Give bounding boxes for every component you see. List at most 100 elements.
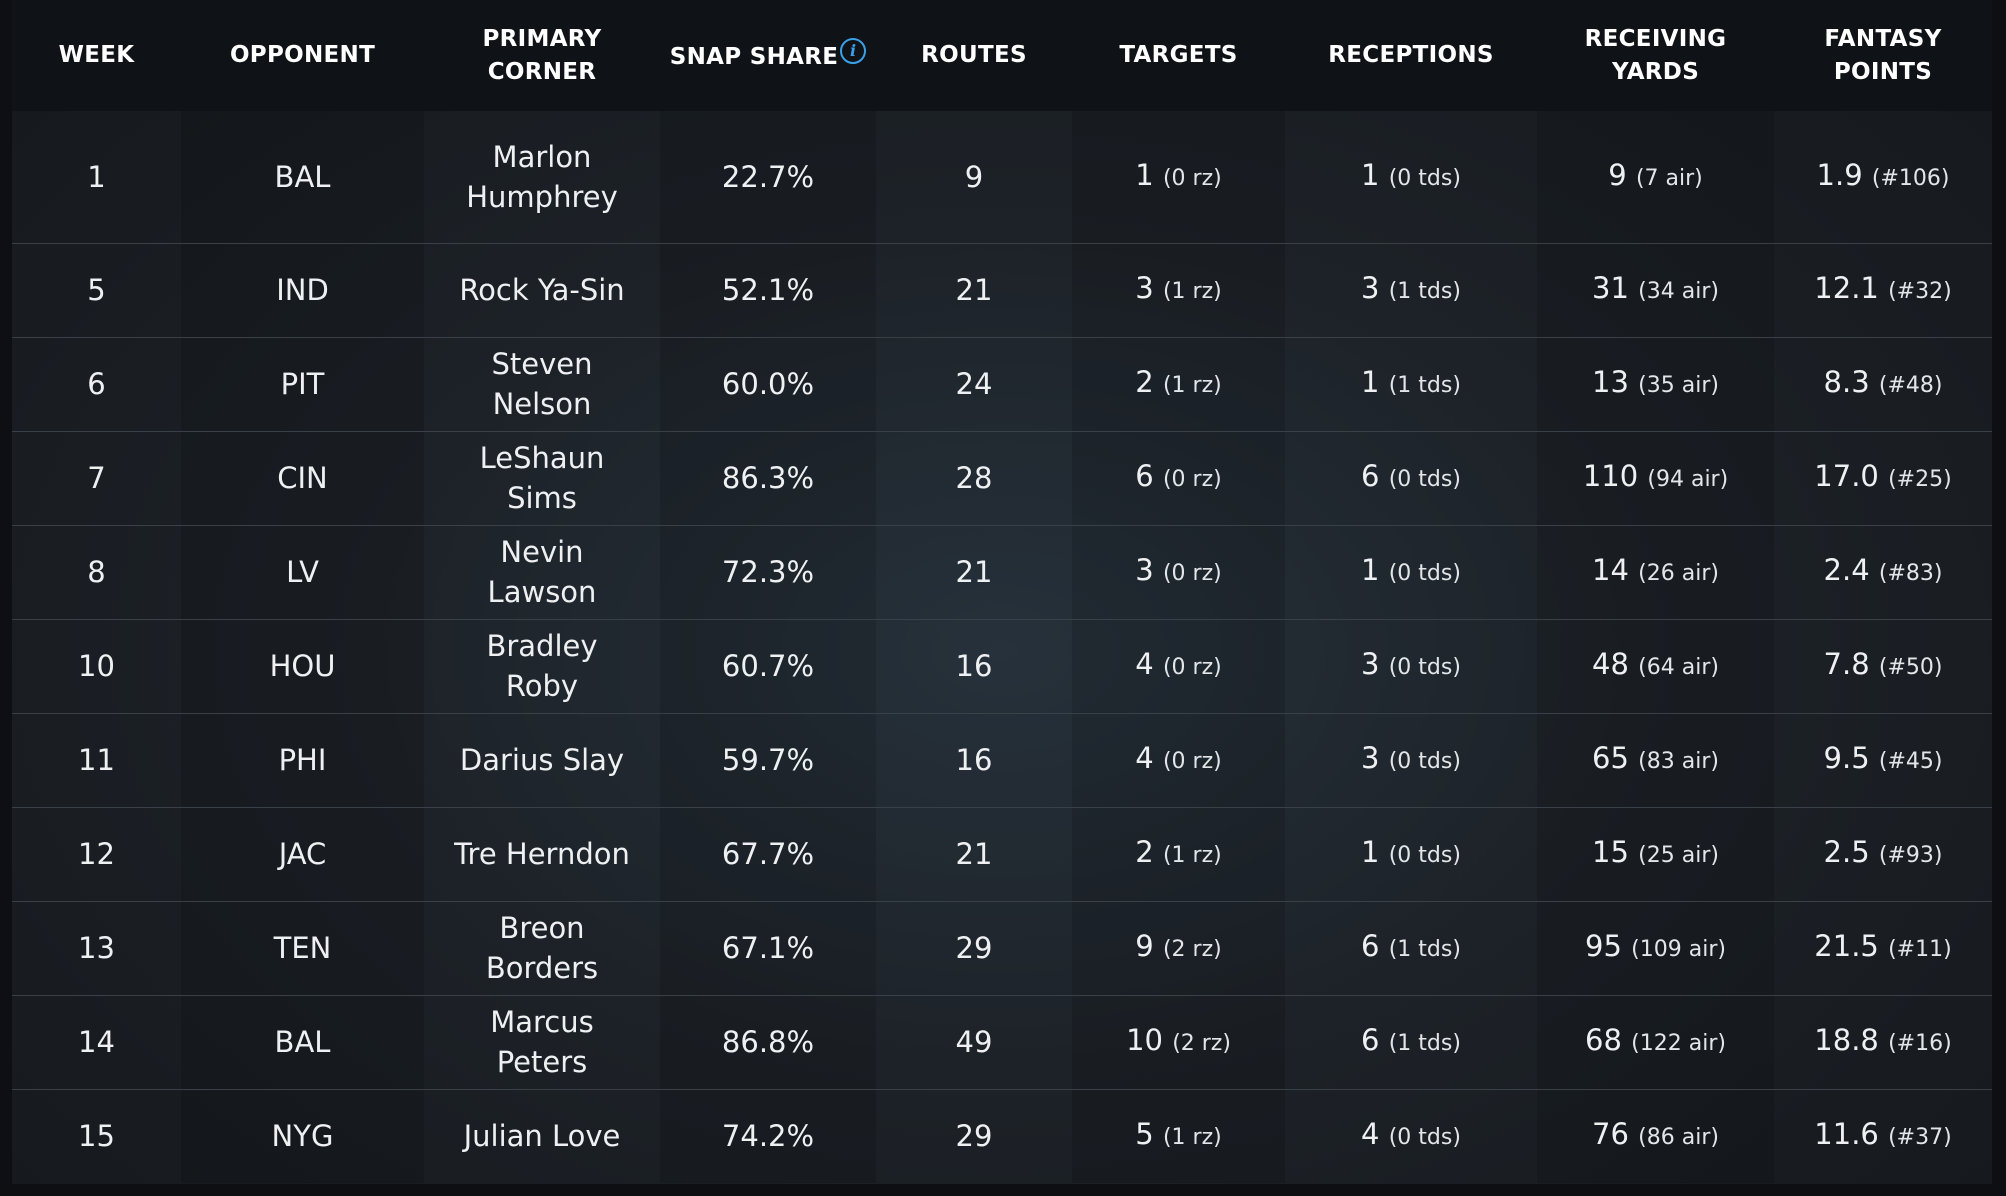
receptions-cell-detail: (0 tds) (1388, 165, 1461, 191)
fantasy-points-cell-value: 17.0 (1814, 459, 1879, 493)
snap-share-cell-value: 67.1% (721, 931, 815, 965)
info-icon[interactable]: i (840, 37, 867, 64)
receptions-cell-detail: (0 tds) (1388, 749, 1461, 774)
header-primary-corner[interactable]: PRIMARY CORNER (482, 25, 602, 85)
opponent-cell: CIN (181, 431, 424, 525)
receiving-yards-cell-detail: (64 air) (1638, 655, 1719, 680)
opponent-cell: LV (181, 525, 424, 619)
routes-cell-value: 16 (955, 743, 993, 777)
targets-cell-detail: (1 rz) (1162, 279, 1222, 304)
opponent-cell: PIT (181, 337, 424, 431)
receptions-cell-value: 6 (1361, 1023, 1380, 1057)
targets-cell-value: 1 (1135, 157, 1154, 192)
primary-corner-cell-value: Marcus Peters (490, 1005, 594, 1079)
primary-corner-cell: Nevin Lawson (424, 525, 660, 619)
targets-cell-detail: (1 rz) (1162, 1125, 1222, 1151)
targets-cell-detail: (0 rz) (1162, 561, 1222, 586)
receptions-cell: 1 (0 tds) (1285, 807, 1537, 901)
snap-share-cell: 59.7% (660, 713, 876, 807)
receiving-yards-cell-detail: (109 air) (1631, 937, 1726, 962)
opponent-cell: PHI (181, 713, 424, 807)
fantasy-points-cell: 1.9 (#106) (1774, 111, 1992, 243)
table-row: 10 HOU Bradley Roby 60.7% 16 4 (0 rz) 3 (0 tds… (12, 619, 1992, 713)
week-cell: 8 (12, 525, 181, 619)
header-week[interactable]: WEEK (58, 42, 135, 68)
routes-cell-value: 21 (955, 837, 993, 871)
receptions-cell-detail: (1 tds) (1388, 279, 1461, 304)
header-routes[interactable]: ROUTES (921, 42, 1027, 68)
header-receptions[interactable]: RECEPTIONS (1328, 42, 1494, 68)
week-cell-value: 11 (78, 743, 115, 777)
snap-share-cell: 60.0% (660, 337, 876, 431)
receiving-yards-cell-value: 65 (1592, 741, 1629, 775)
week-cell: 15 (12, 1089, 181, 1183)
snap-share-cell: 22.7% (660, 111, 876, 243)
receiving-yards-cell: 15 (25 air) (1537, 807, 1774, 901)
fantasy-points-cell: 21.5 (#11) (1774, 901, 1992, 995)
routes-cell-value: 21 (955, 273, 993, 307)
targets-cell-value: 5 (1135, 1117, 1154, 1152)
primary-corner-cell: Steven Nelson (424, 337, 660, 431)
fantasy-points-cell-value: 18.8 (1814, 1023, 1879, 1057)
receptions-cell: 6 (1 tds) (1285, 995, 1537, 1089)
targets-cell-detail: (0 rz) (1162, 655, 1222, 680)
routes-cell: 49 (876, 995, 1072, 1089)
header-targets[interactable]: TARGETS (1119, 42, 1238, 68)
routes-cell: 28 (876, 431, 1072, 525)
primary-corner-cell: Darius Slay (424, 713, 660, 807)
routes-cell: 24 (876, 337, 1072, 431)
week-cell-value: 12 (78, 837, 115, 871)
fantasy-points-cell: 2.4 (#83) (1774, 525, 1992, 619)
opponent-cell-value: BAL (274, 1025, 331, 1059)
header-receiving-yards[interactable]: RECEIVING YARDS (1584, 25, 1727, 85)
receptions-cell-value: 6 (1361, 459, 1380, 493)
receiving-yards-cell-value: 15 (1592, 835, 1629, 869)
fantasy-points-cell-value: 2.4 (1823, 553, 1870, 587)
snap-share-cell: 86.8% (660, 995, 876, 1089)
targets-cell-value: 4 (1135, 647, 1154, 681)
fantasy-points-cell: 17.0 (#25) (1774, 431, 1992, 525)
receptions-cell: 3 (0 tds) (1285, 619, 1537, 713)
week-cell-value: 13 (78, 931, 115, 965)
fantasy-points-cell-detail: (#37) (1888, 1125, 1952, 1151)
opponent-cell-value: TEN (273, 931, 332, 965)
week-cell: 12 (12, 807, 181, 901)
header-snap-share[interactable]: SNAP SHARE i (660, 0, 876, 111)
table-row: 7 CIN LeShaun Sims 86.3% 28 6 (0 rz) 6 (0 tds)… (12, 431, 1992, 525)
snap-share-cell-value: 59.7% (721, 743, 815, 777)
routes-cell: 9 (876, 111, 1072, 243)
snap-share-cell: 72.3% (660, 525, 876, 619)
fantasy-points-cell-detail: (#83) (1878, 561, 1943, 586)
fantasy-points-cell-value: 8.3 (1823, 365, 1870, 399)
receptions-cell-value: 1 (1361, 365, 1380, 399)
targets-cell-detail: (2 rz) (1162, 937, 1222, 962)
receptions-cell-value: 1 (1361, 157, 1380, 192)
snap-share-cell-value: 67.7% (721, 837, 815, 871)
header-fantasy-points-line1: FANTASY (1824, 25, 1942, 52)
targets-cell-value: 3 (1135, 553, 1154, 587)
table-header-row: WEEK OPPONENT PRIMARY CORNER SNAP SHARE i… (12, 0, 1992, 111)
receptions-cell-detail: (0 tds) (1388, 467, 1461, 492)
receiving-yards-cell-value: 110 (1582, 459, 1639, 493)
targets-cell-detail: (0 rz) (1162, 467, 1222, 492)
receptions-cell-value: 3 (1361, 647, 1380, 681)
targets-cell: 4 (0 rz) (1072, 713, 1285, 807)
header-fantasy-points-line2: POINTS (1833, 58, 1933, 85)
receiving-yards-cell-detail: (7 air) (1635, 165, 1703, 191)
routes-cell: 21 (876, 807, 1072, 901)
routes-cell: 29 (876, 901, 1072, 995)
receptions-cell: 1 (0 tds) (1285, 525, 1537, 619)
opponent-cell: TEN (181, 901, 424, 995)
receptions-cell: 3 (0 tds) (1285, 713, 1537, 807)
receptions-cell-value: 4 (1361, 1117, 1380, 1152)
fantasy-points-cell: 11.6 (#37) (1774, 1089, 1992, 1183)
routes-cell-value: 9 (964, 159, 984, 194)
receiving-yards-cell-value: 48 (1592, 647, 1629, 681)
targets-cell: 3 (1 rz) (1072, 243, 1285, 337)
header-fantasy-points[interactable]: FANTASY POINTS (1774, 0, 1992, 111)
receptions-cell-detail: (0 tds) (1388, 1125, 1461, 1151)
targets-cell: 2 (1 rz) (1072, 337, 1285, 431)
week-cell: 6 (12, 337, 181, 431)
fantasy-points-cell-detail: (#50) (1878, 655, 1943, 680)
header-opponent[interactable]: OPPONENT (229, 42, 376, 68)
